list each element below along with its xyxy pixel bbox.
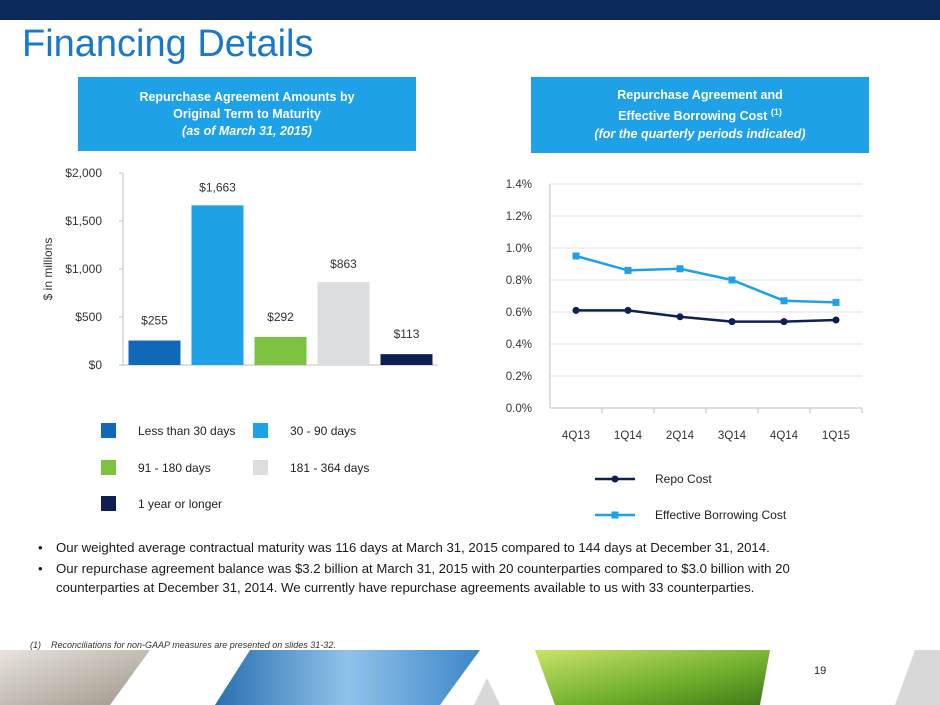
- bar-chart-header: Repurchase Agreement Amounts by Original…: [78, 77, 416, 151]
- legend-label: Effective Borrowing Cost: [655, 508, 787, 522]
- bar-header-line2: Original Term to Maturity: [173, 106, 321, 121]
- bullet-item: • Our repurchase agreement balance was $3…: [36, 559, 836, 597]
- data-point: [832, 298, 840, 306]
- data-point: [572, 252, 580, 260]
- corner-accent: [895, 650, 940, 705]
- y-tick-label: 0.0%: [506, 403, 532, 415]
- bar: [380, 354, 433, 365]
- data-point: [572, 306, 580, 314]
- x-tick-label: 1Q15: [822, 430, 850, 442]
- decorative-image-strip: [0, 650, 940, 705]
- top-banner: [0, 0, 940, 20]
- y-axis-label: $ in millions: [41, 238, 55, 301]
- data-point: [624, 266, 632, 274]
- x-tick-label: 3Q14: [718, 430, 747, 442]
- y-tick-label: 1.0%: [506, 243, 532, 255]
- page-title: Financing Details: [22, 23, 314, 65]
- y-tick-label: 1.4%: [506, 179, 532, 191]
- bullet-dot: •: [38, 561, 43, 576]
- y-tick-label: 0.2%: [506, 371, 532, 383]
- data-label: $292: [267, 310, 294, 324]
- data-point: [728, 276, 736, 284]
- y-tick-label: $0: [89, 358, 103, 372]
- data-label: $863: [330, 257, 357, 271]
- line-chart-header: Repurchase Agreement and Effective Borro…: [531, 77, 869, 153]
- line-chart: 0.0% 0.2% 0.4% 0.6% 0.8% 1.0% 1.2% 1.4% 4Q13 1Q14…: [506, 179, 863, 522]
- footnote-marker: (1): [30, 640, 41, 650]
- page-number: 19: [814, 665, 827, 677]
- legend-swatch: [101, 496, 116, 511]
- legend-swatch: [253, 460, 268, 475]
- data-point: [780, 297, 788, 305]
- data-point: [676, 313, 684, 321]
- bar: [254, 336, 307, 365]
- series-line: [575, 254, 837, 304]
- y-tick-label: $1,500: [65, 214, 102, 228]
- bar-header-line3: (as of March 31, 2015): [182, 123, 312, 138]
- bullet-item: • Our weighted average contractual maturi…: [36, 538, 836, 557]
- triangle-accent: [474, 678, 500, 705]
- bullet-list: • Our weighted average contractual maturi…: [36, 538, 836, 599]
- data-point: [832, 316, 840, 324]
- sky-image: [215, 650, 480, 705]
- x-tick-label: 4Q13: [562, 430, 590, 442]
- series-line: [576, 309, 837, 323]
- bar-header-line1: Repurchase Agreement Amounts by: [139, 89, 355, 104]
- y-tick-label: 0.6%: [506, 307, 532, 319]
- legend-swatch: [101, 460, 116, 475]
- legend-label: Repo Cost: [655, 472, 712, 486]
- legend-label: 91 - 180 days: [138, 461, 211, 475]
- leaf-image: [535, 650, 770, 705]
- legend-label: 181 - 364 days: [290, 461, 369, 475]
- legend-swatch: [253, 423, 268, 438]
- bar-chart: $0 $500 $1,000 $1,500 $2,000 $ in millions $25…: [41, 166, 438, 511]
- data-label: $113: [394, 327, 420, 341]
- data-point: [728, 318, 736, 326]
- y-tick-label: 0.8%: [506, 275, 532, 287]
- x-tick-label: 4Q14: [770, 430, 799, 442]
- bullet-dot: •: [38, 540, 43, 555]
- legend-marker: [611, 475, 619, 483]
- data-point: [676, 265, 684, 273]
- x-tick-label: 1Q14: [614, 430, 643, 442]
- rope-image: [0, 650, 150, 705]
- line-header-line2: Effective Borrowing Cost: [618, 109, 768, 124]
- legend-marker: [611, 511, 619, 519]
- data-point: [780, 318, 788, 326]
- bar: [191, 205, 244, 365]
- legend-swatch: [101, 423, 116, 438]
- line-header-sup: (1): [770, 107, 782, 118]
- y-tick-label: $1,000: [65, 262, 102, 276]
- data-label: $255: [141, 314, 168, 328]
- footnote: (1) Reconciliations for non-GAAP measures…: [30, 640, 336, 650]
- legend-label: 1 year or longer: [138, 497, 222, 511]
- y-tick-label: $500: [75, 310, 102, 324]
- footnote-text: Reconciliations for non-GAAP measures ar…: [51, 640, 336, 650]
- legend-label: 30 - 90 days: [290, 424, 356, 438]
- line-header-line1: Repurchase Agreement and: [617, 88, 783, 103]
- y-tick-label: 0.4%: [506, 339, 532, 351]
- y-tick-label: $2,000: [65, 166, 102, 180]
- bullet-text: Our repurchase agreement balance was $3.…: [56, 561, 790, 595]
- legend-label: Less than 30 days: [138, 424, 235, 438]
- bar: [128, 340, 181, 365]
- line-header-line3: (for the quarterly periods indicated): [594, 126, 806, 141]
- data-point: [624, 306, 632, 314]
- bullet-text: Our weighted average contractual maturit…: [56, 540, 770, 555]
- x-tick-label: 2Q14: [666, 430, 695, 442]
- data-label: $1,663: [199, 180, 236, 194]
- bar: [317, 282, 370, 365]
- y-tick-label: 1.2%: [506, 211, 532, 223]
